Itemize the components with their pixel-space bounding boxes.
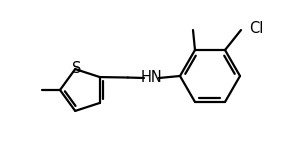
Text: Cl: Cl (249, 21, 263, 36)
Text: S: S (71, 61, 81, 76)
Text: HN: HN (141, 70, 163, 85)
